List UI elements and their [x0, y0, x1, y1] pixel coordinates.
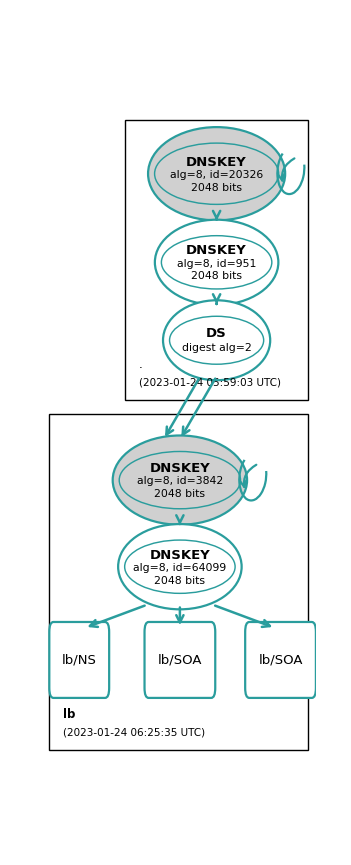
Ellipse shape — [148, 127, 285, 221]
Text: digest alg=2: digest alg=2 — [182, 343, 251, 353]
Text: lb/SOA: lb/SOA — [258, 653, 303, 666]
Ellipse shape — [154, 143, 279, 204]
Ellipse shape — [118, 524, 241, 609]
Text: (2023-01-24 06:25:35 UTC): (2023-01-24 06:25:35 UTC) — [63, 727, 205, 737]
Text: DS: DS — [206, 327, 227, 340]
Ellipse shape — [170, 317, 264, 364]
Ellipse shape — [155, 220, 278, 305]
Ellipse shape — [125, 540, 235, 593]
Text: (2023-01-24 05:59:03 UTC): (2023-01-24 05:59:03 UTC) — [139, 377, 281, 388]
FancyBboxPatch shape — [145, 622, 215, 698]
Text: lb/NS: lb/NS — [62, 653, 97, 666]
Text: alg=8, id=64099: alg=8, id=64099 — [133, 563, 226, 573]
Text: .: . — [139, 358, 143, 371]
Text: lb/SOA: lb/SOA — [158, 653, 202, 666]
Text: DNSKEY: DNSKEY — [150, 549, 210, 562]
Text: 2048 bits: 2048 bits — [191, 272, 242, 281]
Ellipse shape — [163, 300, 270, 381]
Text: lb: lb — [63, 708, 75, 721]
Ellipse shape — [161, 235, 272, 289]
Text: alg=8, id=3842: alg=8, id=3842 — [137, 477, 223, 486]
Text: alg=8, id=20326: alg=8, id=20326 — [170, 170, 263, 180]
Text: DNSKEY: DNSKEY — [186, 245, 247, 258]
FancyBboxPatch shape — [126, 120, 308, 400]
FancyBboxPatch shape — [49, 622, 109, 698]
Ellipse shape — [119, 452, 240, 509]
Text: DNSKEY: DNSKEY — [186, 156, 247, 169]
Text: 2048 bits: 2048 bits — [191, 183, 242, 193]
FancyBboxPatch shape — [245, 622, 316, 698]
Ellipse shape — [113, 435, 247, 525]
Text: 2048 bits: 2048 bits — [154, 576, 205, 586]
Text: 2048 bits: 2048 bits — [154, 489, 205, 499]
Text: alg=8, id=951: alg=8, id=951 — [177, 259, 256, 269]
Text: DNSKEY: DNSKEY — [150, 462, 210, 475]
FancyBboxPatch shape — [49, 413, 308, 750]
